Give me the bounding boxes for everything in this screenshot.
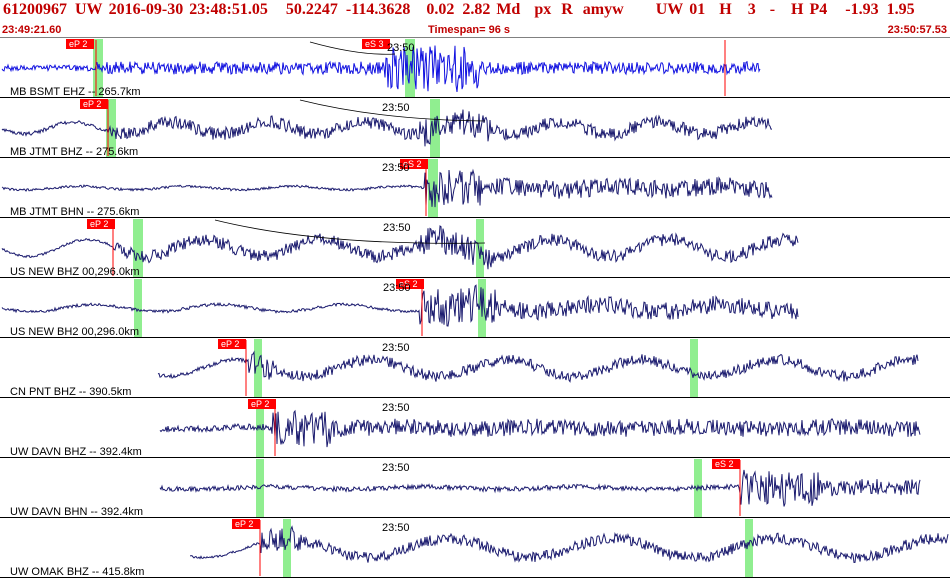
station-label: MB JTMT BHZ -- 275.6km bbox=[10, 146, 138, 158]
header-field: px bbox=[534, 1, 552, 18]
pick-flag-secondary[interactable] bbox=[362, 39, 390, 49]
coda-window bbox=[430, 99, 440, 157]
seismogram-trace[interactable] bbox=[1, 45, 761, 92]
coda-window bbox=[134, 279, 142, 337]
header-field: 50.2247 bbox=[285, 1, 338, 18]
header-field: 23:48:51.05 bbox=[189, 1, 268, 18]
coda-window bbox=[690, 339, 698, 397]
header-field: 3 bbox=[747, 1, 756, 18]
pick-flag[interactable] bbox=[400, 159, 428, 169]
pick-flag-label: eP 2 bbox=[90, 219, 108, 229]
pick-flag-label: eS 2 bbox=[403, 159, 422, 169]
seismogram-trace[interactable] bbox=[189, 525, 949, 564]
time-tick-label: 23:50 bbox=[382, 162, 410, 174]
end-time: 23:50:57.53 bbox=[887, 24, 947, 36]
seismogram-trace[interactable] bbox=[159, 469, 921, 507]
seismogram-trace[interactable] bbox=[1, 225, 799, 270]
header-field: -114.3628 bbox=[345, 1, 411, 18]
pick-flag[interactable] bbox=[218, 339, 246, 349]
time-tick-label: 23:50 bbox=[382, 402, 410, 414]
seismogram-trace[interactable] bbox=[1, 109, 772, 147]
header-field: 01 bbox=[689, 1, 706, 18]
time-tick-label: 23:50 bbox=[382, 462, 410, 474]
header-field: 2.82 bbox=[462, 1, 491, 18]
pick-flag[interactable] bbox=[80, 99, 108, 109]
pick-flag-label: eP 2 bbox=[251, 399, 269, 409]
station-label: US NEW BHZ 00,296.0km bbox=[10, 266, 140, 278]
event-summary-line: 61200967 UW 2016-09-30 23:48:51.05 50.2247 -1… bbox=[0, 1, 915, 19]
pick-flag-label: eS 3 bbox=[365, 39, 384, 49]
time-tick-label: 23:50 bbox=[383, 282, 411, 294]
seismogram-trace[interactable] bbox=[1, 284, 799, 327]
header-field: amyw bbox=[582, 1, 624, 18]
seismogram-trace[interactable] bbox=[157, 350, 919, 383]
pick-flag[interactable] bbox=[232, 519, 260, 529]
header-field: UW bbox=[75, 1, 103, 18]
pick-flag-label: eS 2 bbox=[715, 459, 734, 469]
station-label: US NEW BH2 00,296.0km bbox=[10, 326, 139, 338]
trace-row[interactable]: eP 2 23:50 UW OMAK BHZ -- 415.8km bbox=[0, 519, 950, 578]
time-tick-label: 23:50 bbox=[382, 522, 410, 534]
header-field: 1.95 bbox=[886, 1, 915, 18]
pick-flag[interactable] bbox=[396, 279, 424, 289]
header-field: 61200967 bbox=[3, 1, 67, 18]
trace-row[interactable]: eS 223:50 MB JTMT BHN -- 275.6km bbox=[0, 159, 950, 218]
event-header: 61200967 UW 2016-09-30 23:48:51.05 50.2247 -1… bbox=[0, 0, 950, 38]
time-tick-label: 23:50 bbox=[382, 102, 410, 114]
pick-flag-label: eP 2 bbox=[69, 39, 87, 49]
header-field: - bbox=[769, 1, 776, 18]
trace-row[interactable]: eP 2 23:50 US NEW BHZ 00,296.0km bbox=[0, 219, 950, 278]
header-field: -1.93 bbox=[845, 1, 879, 18]
station-label: UW DAVN BHN -- 392.4km bbox=[10, 506, 143, 518]
time-tick-label: 23:50 bbox=[382, 342, 410, 354]
trace-row[interactable]: eP 2 eS 3 23:50 MB BSMT EHZ -- 265.7km bbox=[0, 39, 950, 98]
pick-flag[interactable] bbox=[66, 39, 94, 49]
pick-flag-label: eP 2 bbox=[221, 339, 239, 349]
start-time: 23:49:21.60 bbox=[2, 24, 62, 36]
header-field: P4 bbox=[809, 1, 828, 18]
pick-flag[interactable] bbox=[248, 399, 276, 409]
seismogram-trace[interactable] bbox=[1, 168, 773, 208]
header-field: 0.02 bbox=[426, 1, 455, 18]
timespan: Timespan= 96 s bbox=[428, 24, 511, 36]
pick-flag[interactable] bbox=[712, 459, 740, 469]
coda-window bbox=[476, 219, 484, 277]
pick-flag-label: eS 2 bbox=[399, 279, 418, 289]
trace-row[interactable]: eS 2 23:50 UW DAVN BHN -- 392.4km bbox=[0, 459, 950, 518]
travel-time-curve bbox=[214, 219, 486, 244]
coda-window bbox=[745, 519, 753, 577]
header-field: R bbox=[561, 1, 573, 18]
pick-flag-label: eP 2 bbox=[235, 519, 253, 529]
header-field: 2016-09-30 bbox=[108, 1, 184, 18]
coda-window bbox=[256, 399, 264, 457]
travel-time-curve bbox=[309, 41, 396, 55]
station-label: CN PNT BHZ -- 390.5km bbox=[10, 386, 131, 398]
header-field: UW bbox=[655, 1, 684, 18]
time-tick-label: 23:50 bbox=[383, 222, 411, 234]
travel-time-curve bbox=[299, 99, 486, 122]
trace-row[interactable]: eS 223:50 US NEW BH2 00,296.0km bbox=[0, 279, 950, 338]
trace-row[interactable]: eP 2 23:50 MB JTMT BHZ -- 275.6km bbox=[0, 99, 950, 158]
trace-row[interactable]: eP 2 23:50 CN PNT BHZ -- 390.5km bbox=[0, 339, 950, 398]
pick-flag-label: eP 2 bbox=[83, 99, 101, 109]
station-label: UW OMAK BHZ -- 415.8km bbox=[10, 566, 144, 578]
coda-window bbox=[283, 519, 291, 577]
header-field: H bbox=[719, 1, 732, 18]
header-field: H bbox=[791, 1, 804, 18]
coda-window bbox=[133, 219, 143, 277]
trace-row[interactable]: eP 2 23:50 UW DAVN BHZ -- 392.4km bbox=[0, 399, 950, 458]
seismogram-trace[interactable] bbox=[159, 409, 921, 448]
pick-flag[interactable] bbox=[87, 219, 115, 229]
station-label: MB BSMT EHZ -- 265.7km bbox=[10, 86, 141, 98]
header-field: Md bbox=[496, 1, 521, 18]
coda-window bbox=[254, 339, 262, 397]
station-label: UW DAVN BHZ -- 392.4km bbox=[10, 446, 142, 458]
coda-window bbox=[106, 99, 116, 157]
time-tick-label: 23:50 bbox=[387, 42, 415, 54]
station-label: MB JTMT BHN -- 275.6km bbox=[10, 206, 139, 218]
